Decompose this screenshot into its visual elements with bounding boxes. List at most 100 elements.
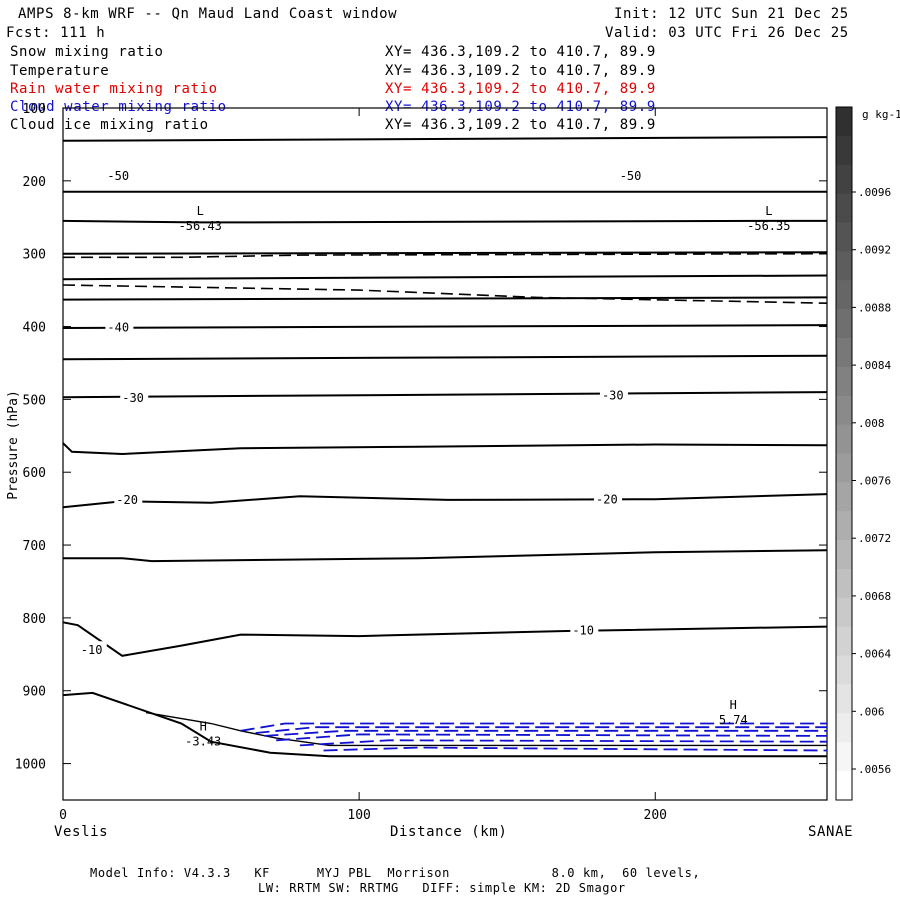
extremum-symbol: L bbox=[197, 204, 204, 218]
y-tick-label: 800 bbox=[23, 612, 46, 627]
extremum-value: -56.43 bbox=[179, 219, 222, 233]
colorbar-frame bbox=[835, 106, 853, 801]
isotherm-line bbox=[62, 324, 828, 329]
extremum-symbol: H bbox=[730, 698, 737, 712]
colorbar-cell bbox=[836, 107, 852, 137]
contour-label-bg bbox=[599, 386, 628, 402]
contour-label: -50 bbox=[107, 169, 129, 183]
y-tick-label: 700 bbox=[23, 539, 46, 554]
snow-contour bbox=[62, 284, 828, 304]
colorbar-label: .0096 bbox=[858, 186, 891, 199]
cloud-ice-contour bbox=[145, 711, 827, 747]
legend-name-temperature: Temperature bbox=[10, 63, 110, 79]
colorbar-label: .0064 bbox=[858, 648, 891, 661]
y-tick-label: 900 bbox=[23, 685, 46, 700]
colorbar-cell bbox=[836, 424, 852, 454]
model-info-line2: LW: RRTM SW: RRTMG DIFF: simple KM: 2D S… bbox=[258, 881, 626, 895]
contour-label-bg bbox=[114, 491, 143, 507]
x-tick-label: 100 bbox=[347, 808, 370, 823]
colorbar-label: .0084 bbox=[858, 359, 891, 372]
y-tick-label: 1000 bbox=[15, 758, 46, 773]
y-tick-label: 200 bbox=[23, 175, 46, 190]
colorbar-cell bbox=[836, 626, 852, 657]
contour-label-bg bbox=[105, 167, 134, 183]
colorbar-unit: g kg-1 bbox=[862, 108, 900, 121]
contour-label: -10 bbox=[572, 624, 594, 638]
legend-xy-snow: XY= 436.3,109.2 to 410.7, 89.9 bbox=[385, 44, 656, 60]
right-endpoint-label: SANAE bbox=[808, 824, 854, 840]
colorbar-label: .0056 bbox=[858, 763, 891, 776]
isotherm-line bbox=[62, 296, 828, 301]
legend-xy-rain: XY= 436.3,109.2 to 410.7, 89.9 bbox=[385, 81, 656, 97]
colorbar-label: .0068 bbox=[858, 590, 891, 603]
isotherm-line bbox=[62, 354, 828, 361]
contour-label-bg bbox=[594, 490, 623, 506]
isotherm-line bbox=[62, 274, 828, 281]
colorbar-label: .0076 bbox=[858, 475, 891, 488]
contour-label-bg bbox=[570, 621, 599, 637]
chart-title: AMPS 8-km WRF -- Qn Maud Land Coast wind… bbox=[18, 6, 398, 22]
init-time: Init: 12 UTC Sun 21 Dec 25 bbox=[614, 6, 849, 22]
isotherm-line bbox=[62, 493, 828, 509]
colorbar-cell bbox=[836, 684, 852, 714]
contour-label-bg bbox=[105, 318, 134, 334]
contour-label: -20 bbox=[116, 493, 138, 507]
colorbar-cell bbox=[836, 338, 852, 368]
x-tick-label: 0 bbox=[59, 808, 67, 823]
contour-label: -10 bbox=[81, 643, 103, 657]
legend-xy-temperature: XY= 436.3,109.2 to 410.7, 89.9 bbox=[385, 63, 656, 79]
isotherm-line bbox=[62, 136, 828, 142]
isotherm-line bbox=[62, 251, 828, 255]
isotherm-line bbox=[62, 621, 828, 657]
colorbar-label: .006 bbox=[858, 705, 885, 718]
legend-xy-cloud-water: XY= 436.3,109.2 to 410.7, 89.9 bbox=[385, 99, 656, 115]
legend-name-snow: Snow mixing ratio bbox=[10, 44, 164, 60]
cloud-water-contour bbox=[255, 726, 827, 734]
isotherm-line bbox=[62, 391, 828, 399]
cloud-water-contour bbox=[264, 729, 827, 737]
isotherm-line bbox=[62, 691, 827, 758]
colorbar-cell bbox=[836, 540, 852, 570]
left-endpoint-label: Veslis bbox=[54, 824, 109, 840]
contour-label: -50 bbox=[620, 169, 642, 183]
y-tick-label: 300 bbox=[23, 248, 46, 263]
x-tick-label: 200 bbox=[644, 808, 667, 823]
colorbar-cell bbox=[836, 655, 852, 685]
colorbar-cell bbox=[836, 742, 852, 772]
colorbar-cell bbox=[836, 453, 852, 483]
cloud-water-contour bbox=[323, 746, 828, 752]
colorbar-cell bbox=[836, 135, 852, 166]
extremum-value: -3.43 bbox=[185, 735, 221, 749]
extremum-symbol: L bbox=[765, 204, 772, 218]
colorbar-cell bbox=[836, 164, 852, 195]
y-tick-label: 500 bbox=[23, 393, 46, 408]
x-axis-label: Distance (km) bbox=[390, 824, 508, 840]
valid-time: Valid: 03 UTC Fri 26 Dec 25 bbox=[605, 25, 849, 41]
isotherm-line bbox=[62, 442, 828, 456]
contour-label-bg bbox=[617, 167, 646, 183]
contour-label: -30 bbox=[122, 391, 144, 405]
colorbar-label: .0092 bbox=[858, 244, 891, 257]
model-info-line1: Model Info: V4.3.3 KF MYJ PBL Morrison 8… bbox=[90, 866, 701, 880]
legend-name-cloud-ice: Cloud ice mixing ratio bbox=[10, 117, 209, 133]
isotherm-line bbox=[62, 219, 827, 224]
isotherm-line bbox=[63, 549, 828, 563]
colorbar-cell bbox=[836, 511, 852, 541]
colorbar-cell bbox=[836, 482, 852, 512]
colorbar-cell bbox=[836, 193, 852, 223]
forecast-hour: Fcst: 111 h bbox=[6, 25, 106, 41]
extremum-symbol: H bbox=[200, 720, 207, 734]
contour-label: -30 bbox=[602, 388, 624, 402]
contour-label-bg bbox=[78, 641, 107, 657]
cloud-water-contour bbox=[276, 733, 828, 742]
legend-name-cloud-water: Cloud water mixing ratio bbox=[10, 99, 227, 115]
colorbar-cell bbox=[836, 395, 852, 426]
colorbar-cell bbox=[836, 251, 852, 281]
legend-name-rain: Rain water mixing ratio bbox=[10, 81, 218, 97]
colorbar-cell bbox=[836, 597, 852, 628]
contour-label: -20 bbox=[596, 492, 618, 506]
plot-frame bbox=[62, 107, 828, 801]
y-tick-label: 100 bbox=[23, 102, 46, 117]
cloud-water-contour bbox=[240, 722, 827, 732]
